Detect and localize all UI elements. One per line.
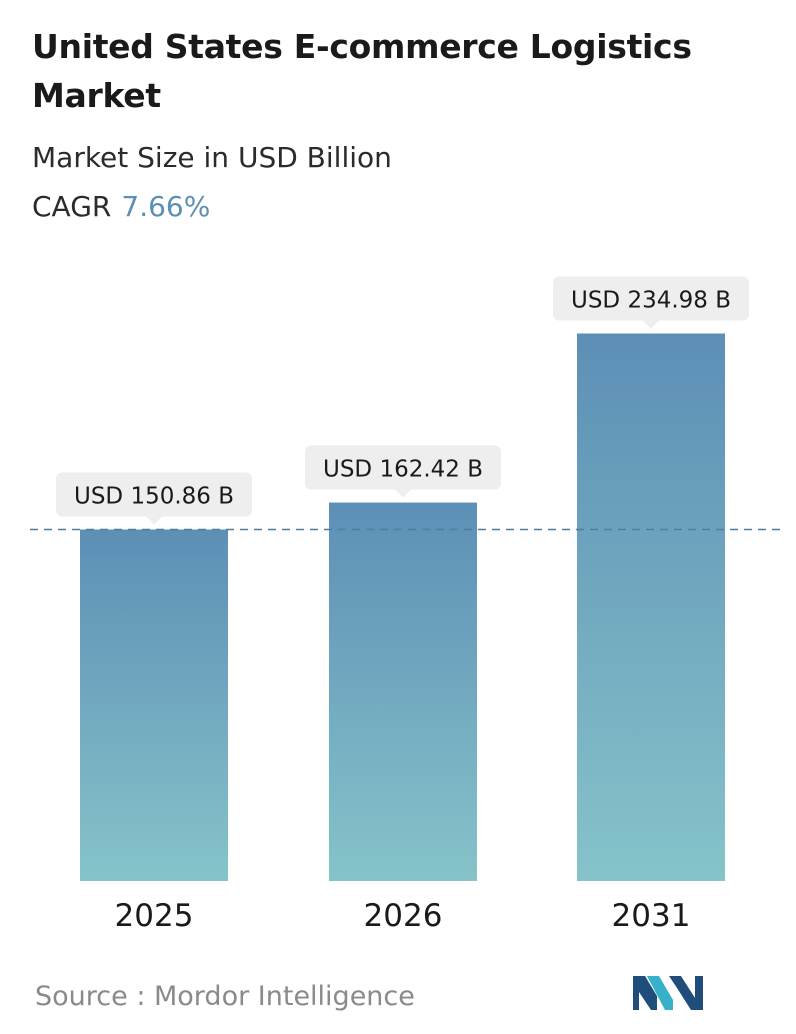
x-tick-label-2026: 2026 [364, 898, 443, 934]
cagr-label: CAGR [32, 190, 112, 223]
logo-shape-mid [647, 976, 673, 1010]
logo-shape-right [669, 976, 703, 1010]
x-axis-ticks-group: 2025 2026 2031 [115, 898, 691, 934]
mordor-intelligence-logo-icon [633, 976, 703, 1010]
x-tick-label-2031: 2031 [612, 898, 691, 934]
data-labels-group: USD 150.86 B USD 162.42 B USD 234.98 B [56, 276, 749, 525]
data-label-pointer [146, 516, 162, 525]
bars-group [80, 333, 725, 882]
data-label-bubble [553, 276, 749, 321]
data-label-2025: USD 150.86 B [56, 472, 252, 525]
data-label-bubble [56, 472, 252, 517]
data-label-pointer [643, 320, 659, 329]
chart-title: United States E-commerce Logistics Marke… [32, 27, 692, 115]
x-tick-label-2025: 2025 [115, 898, 194, 934]
bar-2031 [577, 333, 725, 882]
chart-subtitle: Market Size in USD Billion [32, 141, 392, 174]
source-credit: Source : Mordor Intelligence [35, 981, 415, 1012]
logo-shape-left [633, 976, 657, 1010]
cagr-text: CAGR 7.66% [32, 187, 210, 227]
data-label-text: USD 150.86 B [74, 483, 234, 509]
data-label-pointer [395, 489, 411, 498]
bar-2026 [329, 502, 477, 881]
data-label-text: USD 234.98 B [571, 287, 731, 313]
data-label-2026: USD 162.42 B [305, 445, 501, 498]
cagr-value: 7.66% [121, 190, 211, 223]
data-label-text: USD 162.42 B [323, 457, 483, 483]
data-label-2031: USD 234.98 B [553, 276, 749, 329]
bar-2025 [80, 529, 228, 881]
data-label-bubble [305, 445, 501, 490]
